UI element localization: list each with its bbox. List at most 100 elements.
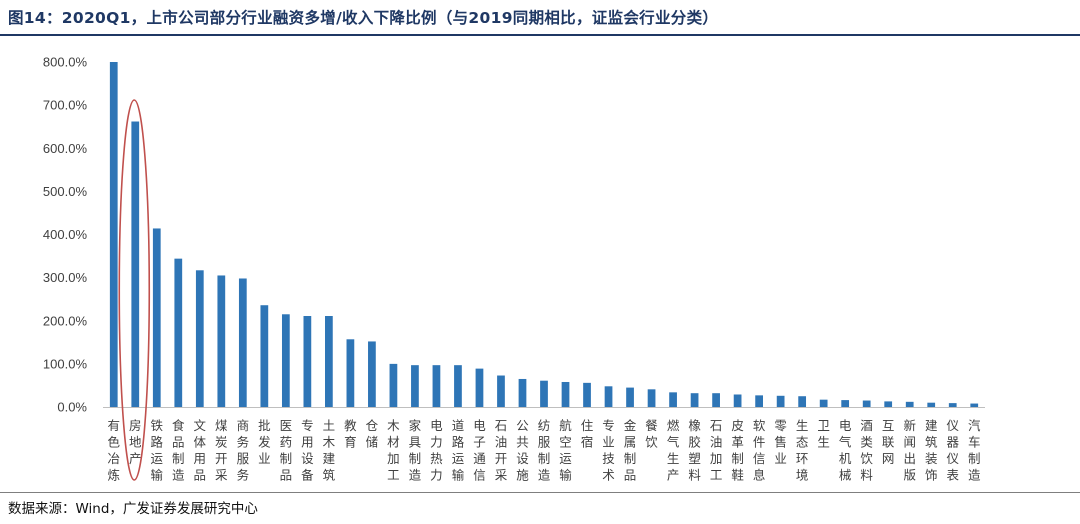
x-tick-label: 医药制品 <box>280 418 293 483</box>
x-tick-label: 纺服制造 <box>538 418 551 483</box>
x-tick-label: 有色冶炼 <box>107 418 120 483</box>
x-tick-label: 石油开采 <box>495 418 508 483</box>
annotations <box>118 99 151 481</box>
x-tick-label: 商务服务 <box>237 418 250 483</box>
bar <box>755 395 763 407</box>
x-tick-label: 互联网 <box>882 418 895 466</box>
bar <box>540 380 548 407</box>
bar <box>583 382 591 407</box>
x-tick-label: 汽车制造 <box>968 418 981 483</box>
bar <box>260 305 269 407</box>
bar <box>454 365 462 407</box>
x-tick-label: 餐饮 <box>645 418 658 450</box>
bar <box>561 381 570 407</box>
x-tick-label: 卫生 <box>817 418 830 450</box>
x-tick-label: 家具制造 <box>409 418 422 483</box>
x-tick-label: 电气机械 <box>839 418 852 483</box>
x-tick-label: 文体用品 <box>194 418 207 483</box>
x-tick-label: 煤炭开采 <box>215 418 228 483</box>
bar <box>712 393 720 407</box>
x-tick-label: 软件信息 <box>753 418 766 483</box>
bar <box>690 393 699 407</box>
bar <box>475 368 484 407</box>
y-tick-label: 200.0% <box>43 313 88 328</box>
x-tick-label: 生态环境 <box>796 418 809 483</box>
chart-title: 图14：2020Q1，上市公司部分行业融资多增/收入下降比例（与2019同期相比… <box>8 9 719 27</box>
x-tick-label: 橡胶塑料 <box>688 418 701 483</box>
bar <box>905 401 914 407</box>
x-tick-label: 批发业 <box>258 418 271 466</box>
x-tick-label: 燃气生产 <box>667 418 680 483</box>
x-tick-label: 专业技术 <box>602 418 615 483</box>
bar <box>411 365 419 407</box>
bar <box>669 392 677 407</box>
y-axis: 0.0% 100.0% 200.0% 300.0% 400.0% 500.0% 600.0%… <box>43 55 88 415</box>
x-tick-label: 电子通信 <box>473 418 486 483</box>
bar <box>152 228 161 407</box>
y-tick-label: 0.0% <box>57 400 87 415</box>
x-tick-label: 公共设施 <box>516 418 529 483</box>
bar <box>389 363 398 407</box>
x-tick-label: 房地产 <box>129 418 142 466</box>
y-tick-label: 700.0% <box>43 98 88 113</box>
x-tick-label: 金属制品 <box>624 418 637 483</box>
x-tick-label: 土木建筑 <box>323 418 336 483</box>
bar <box>303 316 312 407</box>
bar <box>195 270 204 407</box>
bar <box>841 400 850 407</box>
bar <box>647 389 656 407</box>
y-tick-label: 800.0% <box>43 55 88 70</box>
bar <box>217 275 226 407</box>
bar <box>518 378 527 407</box>
y-tick-label: 600.0% <box>43 141 88 156</box>
bar <box>819 399 828 407</box>
x-tick-label: 专用设备 <box>301 418 314 483</box>
x-tick-label: 仪器仪表 <box>946 418 959 483</box>
x-tick-label: 皮革制鞋 <box>731 418 744 483</box>
bar <box>884 401 893 407</box>
bars-group <box>109 62 979 407</box>
bar <box>862 400 871 407</box>
bar <box>927 402 936 407</box>
x-tick-label: 航空运输 <box>559 418 572 483</box>
bar <box>733 394 742 407</box>
y-tick-label: 400.0% <box>43 227 88 242</box>
x-tick-label: 石油加工 <box>710 418 723 483</box>
x-tick-label: 建筑装饰 <box>925 418 938 483</box>
bar <box>432 365 441 407</box>
x-tick-label: 仓储 <box>366 418 379 450</box>
x-tick-label: 食品制造 <box>172 418 185 483</box>
y-tick-label: 500.0% <box>43 184 88 199</box>
x-tick-label: 酒类饮料 <box>860 418 873 483</box>
y-tick-label: 100.0% <box>43 356 88 371</box>
x-tick-label: 零售业 <box>774 418 787 466</box>
bar <box>970 403 979 407</box>
x-tick-label: 道路运输 <box>452 418 465 483</box>
x-tick-label: 住宿 <box>581 418 594 450</box>
x-axis: 有色冶炼房地产铁路运输食品制造文体用品煤炭开采商务服务批发业医药制品专用设备土木… <box>103 407 985 483</box>
title-rule <box>0 34 1080 36</box>
bar <box>798 396 807 407</box>
bar <box>776 395 785 407</box>
bar <box>346 339 355 407</box>
bar <box>325 316 333 407</box>
bar <box>368 341 376 407</box>
source-note: 数据来源：Wind，广发证券发展研究中心 <box>8 501 258 517</box>
bar <box>604 386 613 407</box>
x-tick-label: 铁路运输 <box>151 418 164 483</box>
bar <box>238 278 247 407</box>
bar <box>174 258 183 407</box>
x-tick-label: 新闻出版 <box>903 418 916 483</box>
bar <box>626 387 634 407</box>
bar <box>281 314 290 407</box>
y-tick-label: 300.0% <box>43 270 88 285</box>
bar <box>131 121 140 407</box>
highlight-ellipse <box>118 99 151 481</box>
bar <box>109 62 118 407</box>
x-tick-label: 木材加工 <box>387 418 400 483</box>
bar <box>948 403 957 407</box>
bar <box>497 375 505 407</box>
source-rule <box>0 492 1080 493</box>
x-tick-label: 教育 <box>344 418 357 450</box>
